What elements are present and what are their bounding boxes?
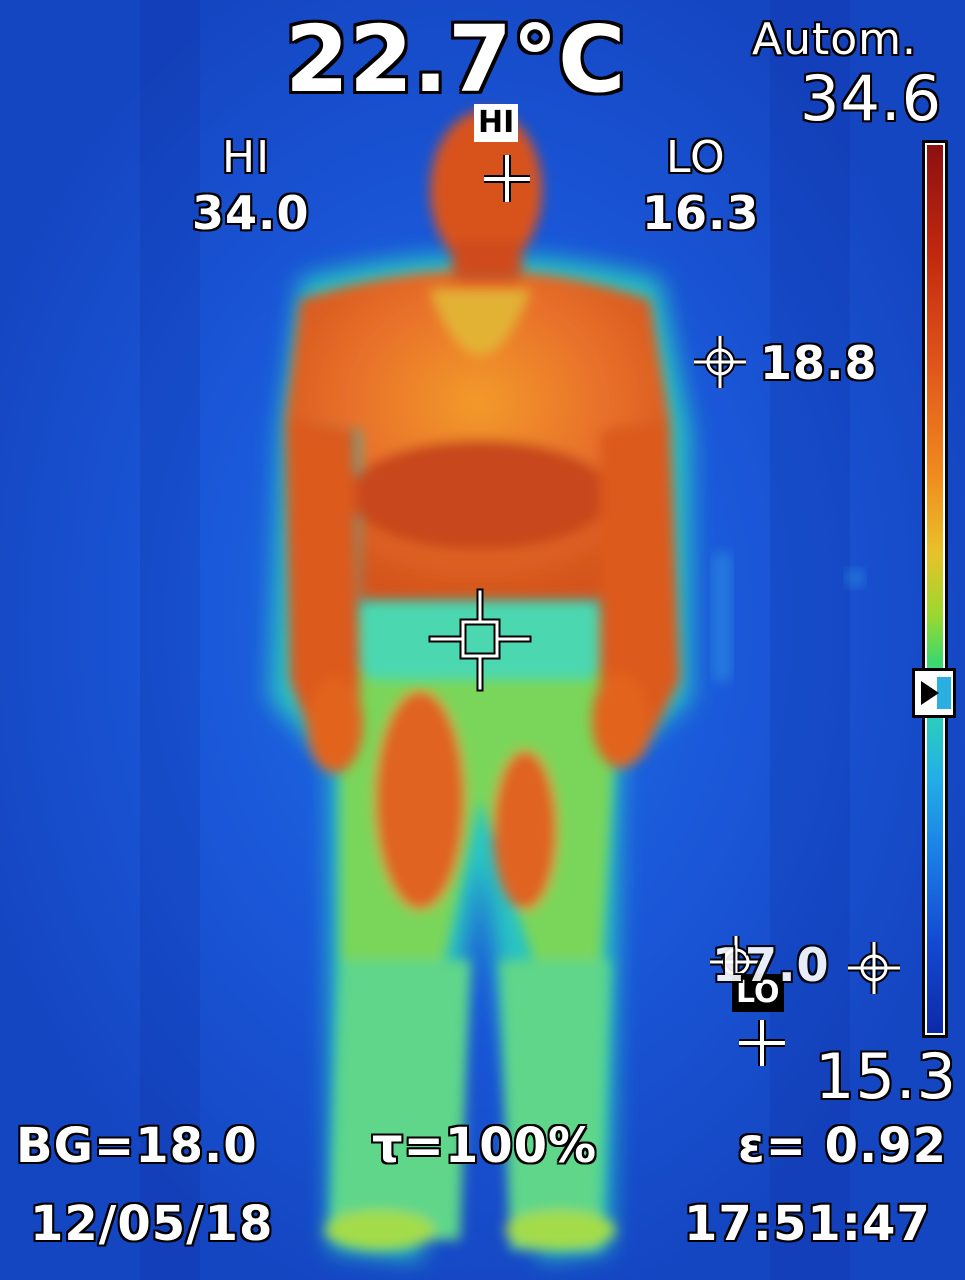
crosshair-circle-icon: [694, 336, 746, 388]
hi-label: HI: [222, 132, 271, 183]
hi-value: 34.0: [192, 186, 310, 240]
plus-icon: [484, 155, 530, 202]
hi-marker-tag: HI: [474, 104, 519, 142]
scale-gradient: [925, 143, 945, 1035]
lo-value: 16.3: [642, 186, 760, 240]
spot-2-value: 17.0: [712, 938, 830, 992]
plus-icon: [739, 1020, 785, 1066]
crosshair-box-icon: [428, 588, 532, 692]
lo-marker-tag: LO: [732, 974, 784, 1012]
scale-pointer-icon: [912, 668, 956, 718]
background-temperature: BG=18.0: [16, 1118, 258, 1174]
background-column: [140, 0, 200, 1280]
scale-max-value: 34.6: [800, 62, 943, 135]
scale-min-value: 15.3: [815, 1040, 958, 1113]
emissivity-value: ε= 0.92: [738, 1118, 948, 1174]
center-temperature: 22.7°C: [285, 6, 626, 113]
background-column: [770, 0, 850, 1280]
capture-time: 17:51:47: [684, 1196, 931, 1252]
temperature-scale-bar: [922, 140, 948, 1038]
capture-date: 12/05/18: [30, 1196, 274, 1252]
lo-label: LO: [666, 132, 726, 183]
range-mode: Autom.: [752, 14, 918, 65]
crosshair-circle-icon: [848, 942, 900, 994]
transmission-value: τ=100%: [372, 1118, 598, 1174]
spot-1-value: 18.8: [760, 336, 878, 390]
